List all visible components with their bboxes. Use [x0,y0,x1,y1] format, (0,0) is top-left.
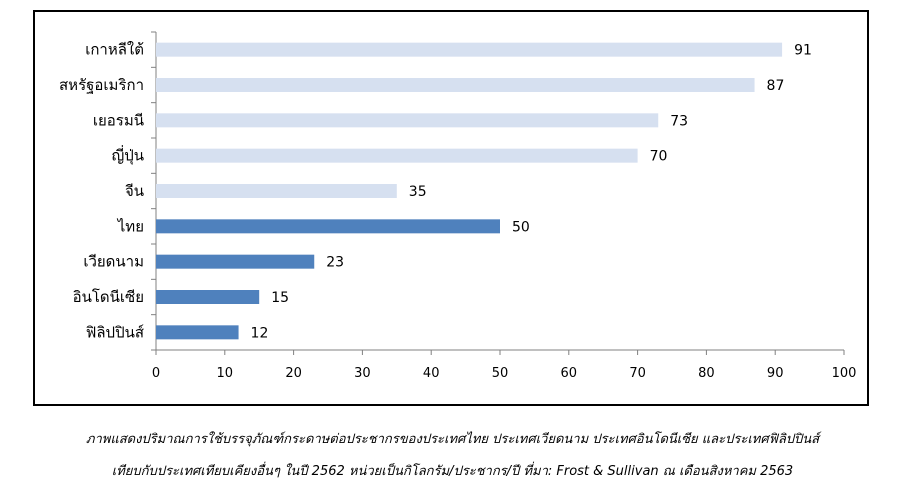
bar-9 [156,325,239,340]
category-label: เกาหลีใต้ [85,41,144,59]
data-label: 12 [251,325,269,341]
x-tick-label: 60 [561,366,578,381]
x-tick-label: 0 [152,366,160,381]
category-label: อินโดนีเซีย [73,288,144,306]
data-label: 35 [409,184,427,200]
x-tick-label: 50 [492,366,509,381]
bar-7 [156,254,315,269]
data-label: 70 [650,149,668,165]
chart-frame: เกาหลีใต้ 91 สหรัฐอเมริกา 87 เยอรมนี 73 ญี่ปุ่… [33,10,869,406]
figure-caption: ภาพแสดงปริมาณการใช้บรรจุภัณฑ์กระดาษต่อปร… [10,424,895,488]
x-tick-label: 20 [285,366,302,381]
x-tick-label: 40 [423,366,440,381]
x-tick-label: 70 [629,366,646,381]
x-tick-label: 100 [832,366,857,381]
category-label: สหรัฐอเมริกา [59,76,144,94]
bar-6 [156,219,500,234]
data-label: 50 [512,219,530,235]
category-label: ไทย [117,217,144,235]
bar-1 [156,42,783,57]
category-label: จีน [125,182,144,200]
bar-8 [156,290,260,304]
data-label: 87 [767,78,785,94]
data-label: 15 [271,290,289,306]
bar-2 [156,78,755,92]
category-label: ญี่ปุ่น [111,145,144,166]
bar-chart: เกาหลีใต้ 91 สหรัฐอเมริกา 87 เยอรมนี 73 ญี่ปุ่… [59,31,857,381]
x-tick-label: 30 [354,366,371,381]
data-label: 73 [670,113,688,129]
data-label: 91 [794,43,812,59]
data-label: 23 [326,255,344,271]
x-tick-label: 10 [217,366,234,381]
category-label: เยอรมนี [93,111,144,129]
caption-line-2: เทียบกับประเทศเทียบเคียงอื่นๆ ในปี 2562 … [111,464,794,479]
bar-5 [156,184,397,198]
bar-3 [156,113,659,128]
category-label: ฟิลิปปินส์ [86,323,144,341]
caption-line-1: ภาพแสดงปริมาณการใช้บรรจุภัณฑ์กระดาษต่อปร… [85,432,820,447]
x-tick-label: 90 [767,366,784,381]
category-label: เวียดนาม [83,253,144,271]
x-tick-label: 80 [698,366,715,381]
bar-4 [156,148,638,163]
